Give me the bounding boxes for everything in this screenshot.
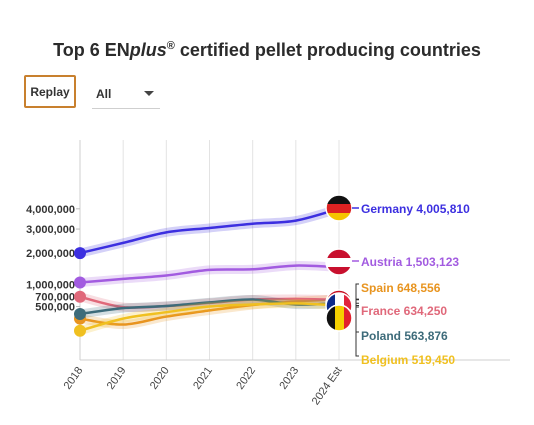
chart-title: Top 6 ENplus® certified pellet producing… — [0, 40, 534, 61]
title-emphasis: plus — [129, 40, 167, 60]
austria-end-label: Austria 1,503,123 — [361, 255, 459, 269]
series-labels: Germany 4,005,810 Austria 1,503,123 Spain … — [352, 202, 470, 367]
x-tick-label: 2018 — [62, 365, 86, 392]
replay-button[interactable]: Replay — [24, 75, 76, 108]
belgium-end-label: Belgium 519,450 — [361, 353, 455, 367]
belgium-line — [78, 302, 341, 332]
filter-value: All — [96, 87, 112, 101]
flags — [325, 194, 353, 332]
y-tick-label: 3,000,000 — [26, 224, 75, 236]
y-tick-label: 500,000 — [35, 302, 75, 314]
y-tick-label: 4,000,000 — [26, 204, 75, 216]
belgium-label-connector — [355, 305, 359, 357]
x-tick-label: 2020 — [148, 365, 172, 392]
x-tick-label: 2019 — [105, 365, 129, 392]
chevron-down-icon — [144, 91, 154, 96]
france-end-label: France 634,250 — [361, 304, 447, 318]
title-prefix: Top 6 EN — [53, 40, 130, 60]
y-tick-label: 2,000,000 — [26, 248, 75, 260]
belgium-start-point — [74, 324, 86, 337]
spain-label-connector — [355, 283, 359, 300]
austria-start-point — [74, 276, 86, 289]
title-suffix: certified pellet producing countries — [174, 40, 481, 60]
axes: 2018 2019 2020 2021 2022 2023 2024 Est 4,000,00… — [26, 140, 510, 407]
austria-flag — [325, 248, 353, 276]
country-filter-select[interactable]: All — [92, 79, 160, 109]
france-start-point — [74, 290, 86, 303]
germany-end-label: Germany 4,005,810 — [361, 202, 470, 216]
y-tick-label: 700,000 — [35, 292, 75, 304]
poland-end-label: Poland 563,876 — [361, 329, 448, 343]
germany-flag — [325, 194, 353, 222]
x-tick-label: 2021 — [191, 365, 215, 392]
series-lines — [74, 204, 344, 337]
x-tick-label: 2024 Est — [310, 365, 345, 407]
austria-line — [78, 264, 341, 284]
poland-start-point — [74, 308, 86, 321]
registered-mark: ® — [166, 40, 175, 52]
germany-start-point — [74, 247, 86, 260]
spain-end-label: Spain 648,556 — [361, 281, 441, 295]
germany-line — [78, 207, 341, 255]
spain-line — [78, 297, 341, 326]
x-tick-label: 2022 — [234, 365, 258, 392]
y-tick-label: 1,000,000 — [26, 279, 75, 291]
x-tick-label: 2023 — [277, 365, 301, 392]
belgium-flag — [325, 304, 353, 332]
